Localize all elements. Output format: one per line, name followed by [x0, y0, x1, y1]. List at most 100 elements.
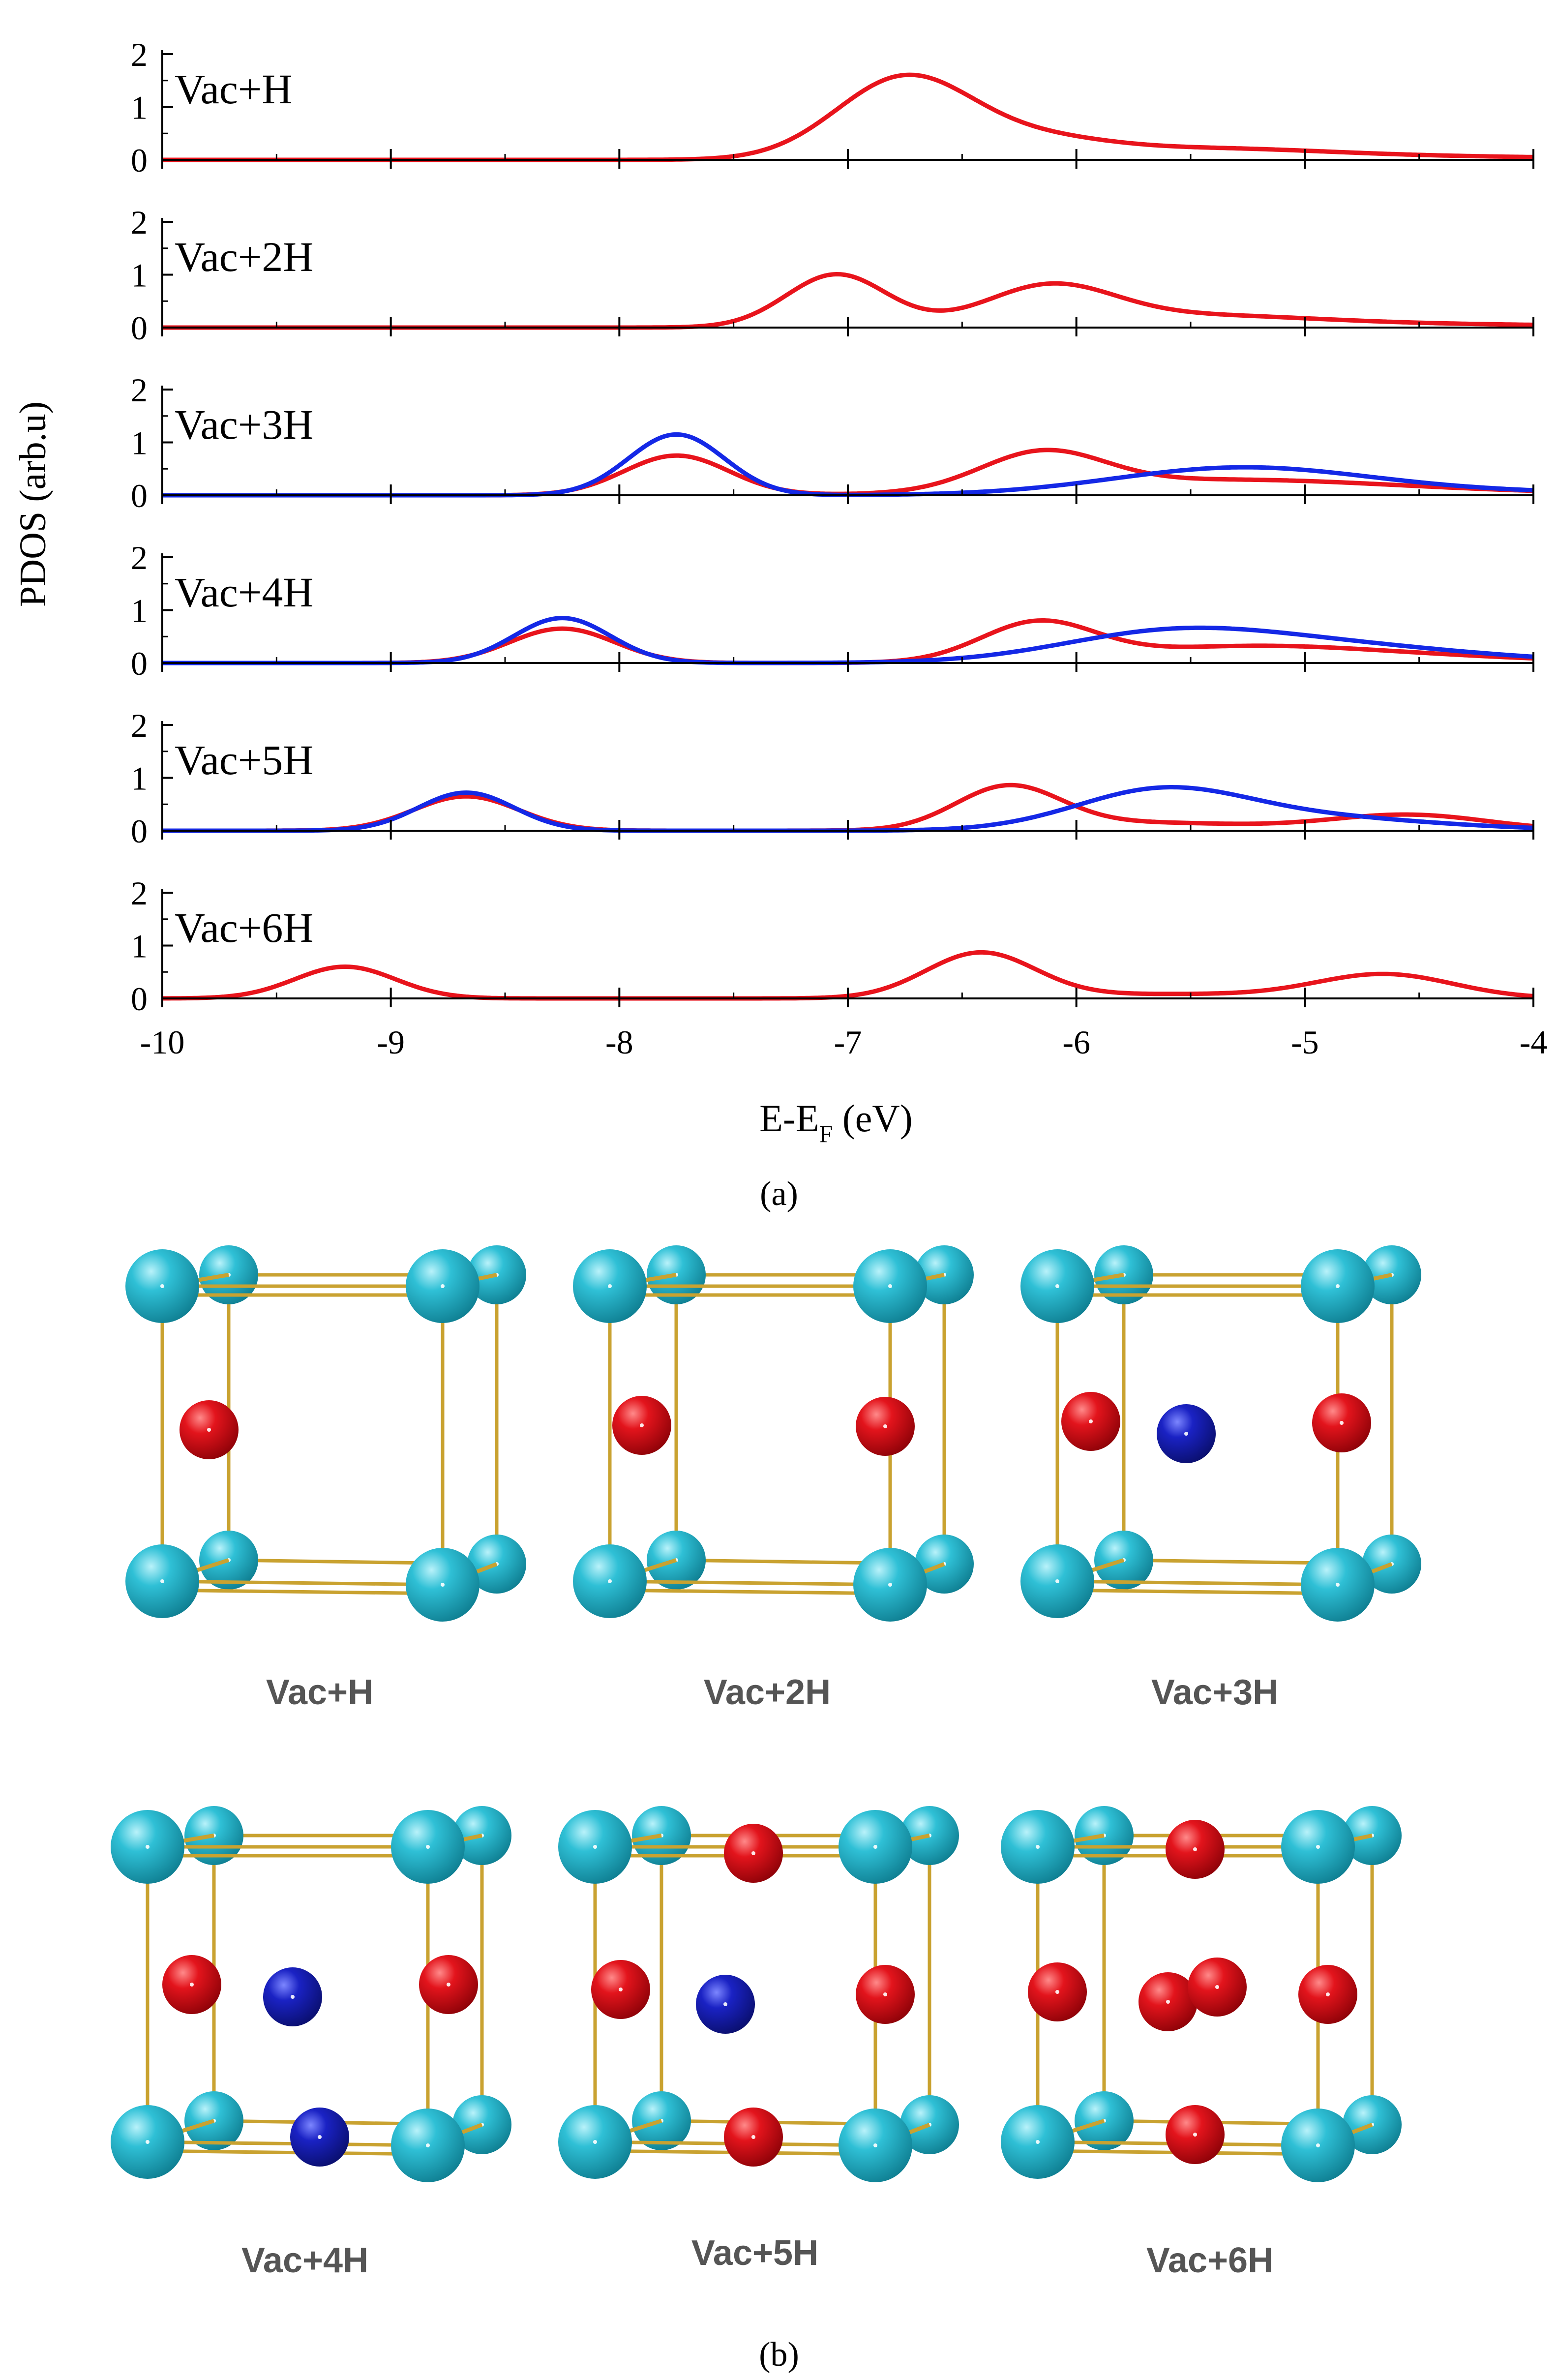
structure-5 — [558, 1806, 959, 2182]
atom-highlight — [751, 1851, 755, 1855]
bond-line — [609, 1579, 891, 1587]
x-tick-label: -8 — [605, 1024, 633, 1061]
atom-highlight — [1326, 1992, 1330, 1996]
panel-5: 0 1 2 Vac+5H — [131, 707, 1534, 850]
bond-line — [147, 2149, 428, 2156]
panel-4: 0 1 2 Vac+4H — [131, 539, 1534, 682]
atom-highlight — [291, 1995, 295, 1999]
atom-highlight — [1055, 1579, 1059, 1583]
structures — [111, 1245, 1421, 2182]
y-tick-label: 1 — [131, 760, 148, 797]
y-tick-label: 0 — [131, 142, 148, 179]
panel-label: Vac+2H — [175, 233, 314, 280]
atom-highlight — [873, 2143, 877, 2147]
y-tick-label: 1 — [131, 592, 148, 630]
panel-label: Vac+3H — [175, 401, 314, 448]
atom-highlight — [883, 1424, 887, 1428]
atom-highlight — [1193, 1847, 1197, 1851]
structure-4 — [111, 1806, 511, 2182]
atom-highlight — [1336, 1583, 1340, 1587]
panel-label: Vac+H — [175, 65, 293, 113]
x-tick-label: -5 — [1291, 1024, 1319, 1061]
x-axis-label-main: E-E — [759, 1097, 819, 1140]
y-tick-label: 2 — [131, 707, 148, 744]
atom-highlight — [1215, 1985, 1219, 1989]
y-tick-label: 0 — [131, 980, 148, 1018]
structure-2 — [573, 1245, 974, 1622]
atom-highlight — [146, 2140, 150, 2144]
atom-highlight — [1036, 2140, 1040, 2144]
atom-highlight — [1184, 1432, 1188, 1436]
panel-1: 0 1 2 Vac+H — [131, 36, 1534, 179]
x-tick-label: -4 — [1520, 1024, 1548, 1061]
x-axis-label-sub: F — [819, 1120, 833, 1147]
atom-highlight — [190, 1983, 194, 1987]
atom-highlight — [1166, 2000, 1170, 2004]
atom-highlight — [160, 1284, 164, 1288]
atom-highlight — [619, 1988, 623, 1991]
atom-highlight — [1055, 1990, 1059, 1994]
atom-highlight — [1193, 2133, 1197, 2137]
atom-highlight — [888, 1284, 892, 1288]
atom-highlight — [1316, 1845, 1320, 1849]
structure-label-vac-5h: Vac+5H — [691, 2233, 818, 2273]
bond-line — [162, 1579, 443, 1587]
caption-a: (a) — [760, 1175, 798, 1213]
structure-labels: Vac+H Vac+2H Vac+3H Vac+4H Vac+5H Vac+6H — [241, 1673, 1278, 2280]
bond-line — [1057, 1579, 1338, 1587]
atom-highlight — [1316, 2143, 1320, 2147]
y-tick-label: 0 — [131, 309, 148, 347]
y-tick-label: 2 — [131, 371, 148, 409]
structure-label-vac-h: Vac+H — [266, 1673, 373, 1712]
x-axis-label-unit: (eV) — [833, 1097, 912, 1140]
y-tick-label: 2 — [131, 539, 148, 576]
y-tick-label: 1 — [131, 424, 148, 462]
x-tick-label: -6 — [1062, 1024, 1090, 1061]
atom-highlight — [441, 1583, 445, 1587]
x-tick-label: -9 — [377, 1024, 405, 1061]
atom-highlight — [426, 1845, 430, 1849]
panel-6: 0 1 2 Vac+6H -10 -9 -8 -7 -6 -5 -4 — [131, 874, 1547, 1061]
y-tick-label: 1 — [131, 89, 148, 126]
y-tick-label: 2 — [131, 204, 148, 241]
atom-highlight — [751, 2135, 755, 2139]
panel-2: 0 1 2 Vac+2H — [131, 204, 1534, 347]
bond-line — [147, 2140, 428, 2147]
atom-highlight — [608, 1579, 612, 1583]
panel-3: 0 1 2 Vac+3H — [131, 371, 1534, 514]
atom-highlight — [1089, 1419, 1093, 1423]
structure-label-vac-6h: Vac+6H — [1146, 2241, 1273, 2280]
atom-highlight — [723, 2002, 727, 2006]
atom-highlight — [1340, 1421, 1344, 1425]
structure-label-vac-3h: Vac+3H — [1151, 1673, 1278, 1712]
x-axis-label: E-EF (eV) — [759, 1097, 912, 1147]
x-tick-label: -10 — [140, 1024, 185, 1061]
atom-highlight — [888, 1583, 892, 1587]
bond-line — [1057, 1588, 1338, 1596]
structure-3 — [1020, 1245, 1421, 1622]
structure-label-vac-2h: Vac+2H — [704, 1673, 831, 1712]
atom-highlight — [883, 1992, 887, 1996]
caption-b: (b) — [759, 2336, 799, 2374]
bond-line — [609, 1588, 891, 1596]
y-tick-label: 0 — [131, 477, 148, 514]
atom-highlight — [1336, 1284, 1340, 1288]
atom-highlight — [426, 2143, 430, 2147]
panel-label: Vac+6H — [175, 904, 314, 951]
atom-highlight — [447, 1983, 450, 1987]
y-tick-label: 2 — [131, 36, 148, 73]
y-tick-label: 0 — [131, 645, 148, 682]
atom-highlight — [1036, 1845, 1040, 1849]
y-tick-label: 1 — [131, 928, 148, 965]
y-tick-label: 2 — [131, 874, 148, 912]
atom-highlight — [640, 1423, 644, 1427]
structure-label-vac-4h: Vac+4H — [241, 2241, 368, 2280]
structure-6 — [1001, 1806, 1402, 2182]
atom-highlight — [207, 1428, 211, 1432]
atom-highlight — [318, 2135, 322, 2139]
panel-label: Vac+4H — [175, 569, 314, 616]
series-line-red — [162, 72, 1534, 162]
panel-label: Vac+5H — [175, 736, 314, 783]
atom-highlight — [593, 2140, 597, 2144]
